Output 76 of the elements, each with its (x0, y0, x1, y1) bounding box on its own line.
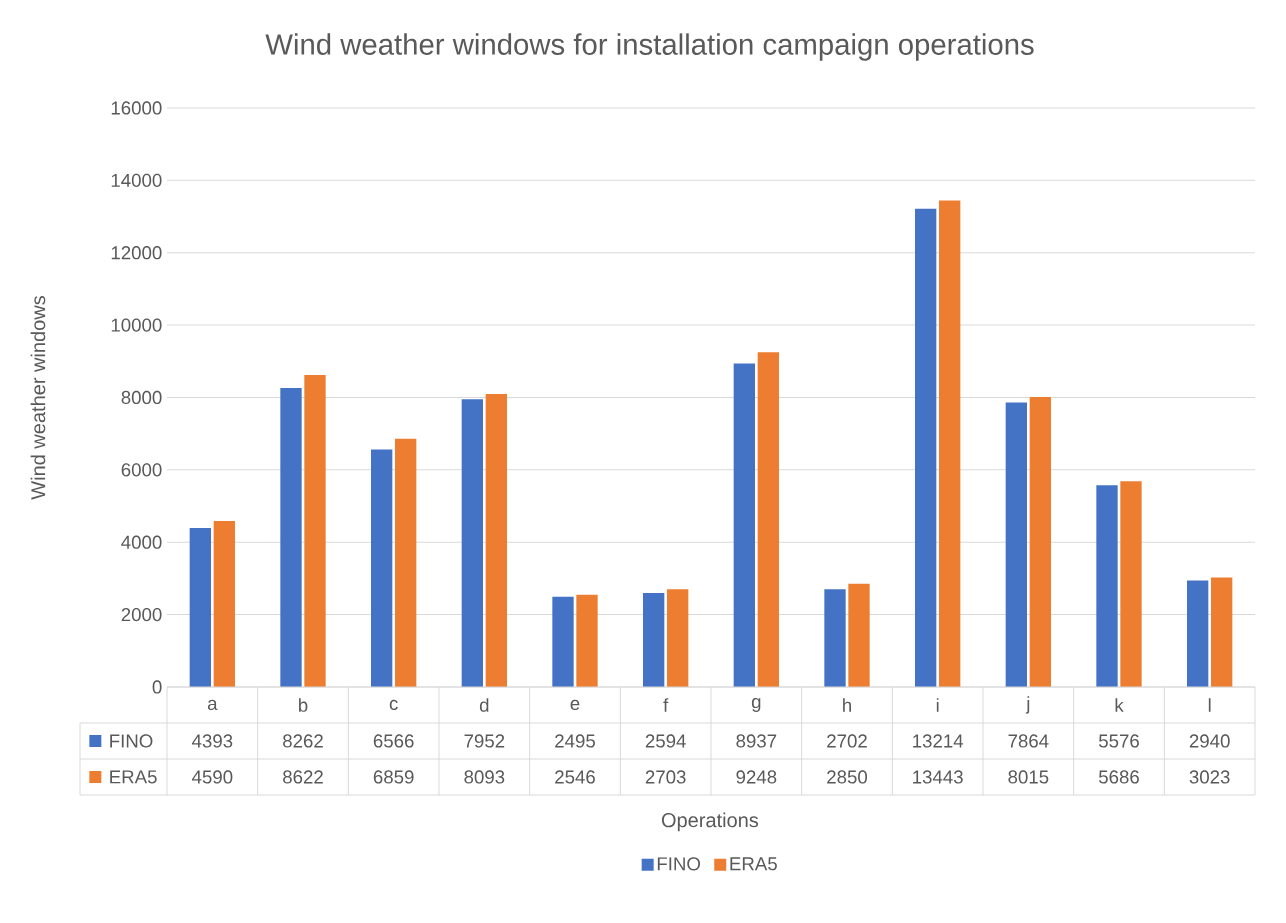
bar (189, 528, 211, 687)
bar (485, 394, 507, 687)
y-axis-title: Wind weather windows (30, 296, 46, 500)
x-tick-label: k (1115, 698, 1124, 712)
x-tick-label: e (570, 699, 580, 711)
x-tick-label: i (936, 698, 939, 712)
x-tick-label: j (1025, 696, 1030, 714)
data-label: 4590 (191, 770, 233, 784)
data-label: 6566 (373, 734, 414, 748)
bar (1211, 577, 1233, 687)
bar (395, 438, 417, 687)
bar (757, 352, 780, 687)
data-label: 8937 (736, 734, 777, 748)
text: FINO (657, 857, 701, 871)
bar (576, 594, 598, 687)
bar (304, 374, 326, 687)
data-label: 13214 (913, 734, 964, 748)
data-label: 9248 (736, 770, 777, 784)
data-label: 2940 (1189, 734, 1230, 748)
data-label: 8262 (283, 734, 323, 748)
data-label: 4393 (191, 734, 233, 748)
data-label: 5686 (1098, 770, 1139, 784)
bar (643, 593, 665, 687)
data-label: 8093 (464, 770, 505, 784)
bar (848, 583, 870, 687)
bar (733, 363, 755, 687)
data-label: 2495 (555, 734, 595, 748)
data-label: 8622 (283, 770, 323, 784)
x-tick-label: d (479, 698, 489, 712)
x-tick-label: l (1208, 698, 1211, 712)
y-tick-label: 12000 (111, 246, 162, 260)
x-tick-label: c (389, 699, 398, 711)
data-label: 2702 (827, 734, 867, 748)
x-tick-label: f (663, 698, 669, 712)
x-tick-label: a (207, 699, 218, 711)
bar (280, 388, 302, 687)
data-label: 5576 (1098, 734, 1139, 748)
data-label: 7952 (464, 734, 505, 748)
data-label: 8015 (1008, 770, 1049, 784)
y-tick-label: 2000 (121, 607, 162, 622)
data-label: 13443 (913, 770, 963, 784)
bar (915, 208, 937, 687)
bar (939, 200, 961, 687)
y-tick-label: 4000 (121, 535, 162, 549)
legend-label: ERA5 (110, 770, 157, 784)
text: ERA5 (730, 857, 777, 871)
y-tick-label: 16000 (111, 101, 162, 115)
y-tick-label: 0 (152, 680, 162, 694)
chart-title: Wind weather windows for installation campaign operations (265, 33, 1034, 61)
data-label: 2594 (645, 734, 686, 748)
bar (1187, 580, 1209, 687)
bar (824, 589, 846, 687)
legend-label: FINO (110, 734, 153, 748)
y-tick-label: 8000 (121, 390, 162, 405)
bar (667, 589, 689, 687)
x-axis-title: Operations (661, 812, 759, 832)
bar (371, 449, 393, 687)
data-label: 7864 (1008, 734, 1049, 748)
x-tick-label: h (843, 698, 851, 712)
x-tick-label: g (751, 698, 761, 712)
bar (1120, 481, 1142, 687)
bar (461, 399, 483, 687)
data-label: 2850 (827, 770, 868, 784)
data-label: 2546 (555, 770, 595, 784)
y-tick-label: 6000 (121, 463, 162, 477)
data-label: 6859 (373, 770, 414, 784)
bar (1005, 402, 1027, 687)
data-label: 3023 (1189, 770, 1230, 784)
data-label: 2703 (645, 770, 686, 784)
bar (1029, 396, 1051, 687)
bar (213, 520, 236, 687)
x-tick-label: b (299, 698, 308, 712)
y-tick-label: 14000 (111, 173, 162, 187)
bar (552, 596, 574, 687)
y-tick-label: 10000 (111, 318, 162, 332)
bar (1096, 485, 1118, 687)
